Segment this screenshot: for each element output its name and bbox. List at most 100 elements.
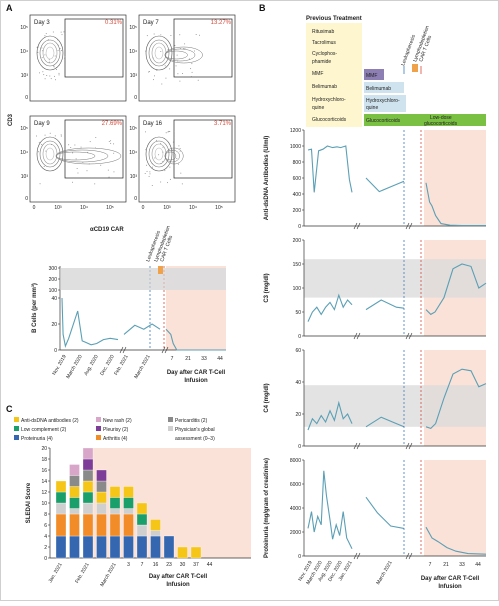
x-tick-label: 30 xyxy=(180,562,186,568)
treatment-timeline: Previous Treatment Rituximab Tacrolimus Cyc… xyxy=(306,16,486,127)
event-dot xyxy=(57,44,59,46)
event-dot xyxy=(175,65,177,67)
bar-segment xyxy=(136,502,148,515)
event-dot xyxy=(37,46,39,48)
event-dot xyxy=(53,65,55,67)
event-dot xyxy=(168,142,170,144)
event-dot xyxy=(113,152,115,154)
x-axis-label: Infusion xyxy=(184,378,208,384)
event-dot xyxy=(42,71,44,73)
axis-break xyxy=(405,222,410,230)
flow-pct-label: 3.71% xyxy=(214,121,232,127)
event-dot xyxy=(169,166,171,168)
event-dot xyxy=(48,59,50,61)
x-tick-label: 10⁴ xyxy=(80,205,88,211)
event-dot xyxy=(55,66,57,68)
event-dot xyxy=(36,46,38,48)
y-tick-label: 20 xyxy=(41,446,47,452)
event-dot xyxy=(86,170,88,172)
y-tick-label: 6000 xyxy=(290,482,301,488)
event-dot xyxy=(46,74,48,76)
y-tick-label: 40 xyxy=(51,296,57,302)
legend-label: Anti-dsDNA antibodies (2) xyxy=(21,418,79,424)
event-dot xyxy=(110,142,112,144)
event-dot xyxy=(57,49,59,51)
event-dot xyxy=(110,140,112,142)
axis-break xyxy=(408,552,413,560)
event-dot xyxy=(44,54,46,56)
x-tick-label: 3 xyxy=(127,562,130,568)
event-dot xyxy=(151,163,153,165)
x-tick-label: 0 xyxy=(142,205,145,211)
flow-day-label: Day 3 xyxy=(34,20,50,26)
y-tick-label: 10³ xyxy=(21,73,29,79)
event-dot xyxy=(60,31,62,33)
flow-xlabel: αCD19 CAR xyxy=(90,227,124,233)
axis-break xyxy=(356,442,361,450)
event-dot xyxy=(50,78,52,80)
x-axis-label: Day after CAR T-Cell xyxy=(149,574,208,580)
series-line-mid xyxy=(123,323,161,335)
x-tick-label: 44 xyxy=(475,562,481,568)
event-dot xyxy=(160,143,162,145)
flow-plot-frame xyxy=(29,14,127,102)
y-tick-label: 100 xyxy=(49,288,58,294)
series-line-post xyxy=(425,526,487,555)
y-tick-label: 0 xyxy=(298,334,301,340)
y-tick-label: 800 xyxy=(293,160,302,166)
event-dot xyxy=(61,50,63,52)
event-dot xyxy=(179,150,181,152)
sledai-legend: Anti-dsDNA antibodies (2) New rash (2) Per… xyxy=(14,417,215,442)
event-dot xyxy=(56,157,58,159)
treatment-item: Cyclophos- xyxy=(312,51,337,57)
contour-line xyxy=(45,147,55,161)
x-tick-label: 44 xyxy=(207,562,213,568)
axis-break xyxy=(356,552,361,560)
treatment-item: Hydroxychloro- xyxy=(312,97,346,103)
event-dot xyxy=(54,79,56,81)
belimumab-bar-label: Belimumab xyxy=(366,86,391,92)
bar-segment xyxy=(123,486,134,498)
event-dot xyxy=(148,70,150,72)
bar-segment xyxy=(150,519,161,531)
bar-segment xyxy=(69,464,80,476)
series-line-mid xyxy=(365,416,405,428)
event-dot xyxy=(38,141,40,143)
event-dot xyxy=(55,68,57,70)
event-dot xyxy=(170,35,172,37)
event-dot xyxy=(191,71,193,73)
event-dot xyxy=(180,172,182,174)
glucocorticoid-bar xyxy=(364,114,408,126)
x-axis-label: Infusion xyxy=(438,584,462,590)
x-axis-label: Day after CAR T-Cell xyxy=(167,370,226,376)
x-tick-label: 33 xyxy=(459,562,465,568)
x-axis-label: Infusion xyxy=(166,582,190,588)
x-tick-label: 7 xyxy=(171,356,174,362)
event-dot xyxy=(190,68,192,70)
y-tick-label: 8 xyxy=(44,512,47,518)
y-axis-label: Proteinuria (mg/gram of creatinine) xyxy=(264,458,270,558)
y-tick-label: 4000 xyxy=(290,506,301,512)
legend-swatch xyxy=(168,417,173,422)
x-tick-label: 10³ xyxy=(163,205,171,211)
event-dot xyxy=(160,163,162,165)
event-dot xyxy=(41,47,43,49)
event-dot xyxy=(70,146,72,148)
event-dot xyxy=(82,161,84,163)
y-tick-label: 2000 xyxy=(290,530,301,536)
series-line-pre xyxy=(307,145,353,193)
y-tick-label: 40 xyxy=(295,380,301,386)
event-dot xyxy=(53,66,55,68)
y-tick-label: 10³ xyxy=(21,174,29,180)
event-dot xyxy=(38,151,40,153)
event-dot xyxy=(107,169,109,171)
event-dot xyxy=(54,135,56,137)
contour-line xyxy=(148,140,170,168)
axis-break xyxy=(408,442,413,450)
series-line-pre xyxy=(307,470,353,550)
event-dot xyxy=(108,176,110,178)
x-tick-label: 16 xyxy=(153,562,159,568)
event-dot xyxy=(190,76,192,78)
contour-line xyxy=(148,39,170,67)
